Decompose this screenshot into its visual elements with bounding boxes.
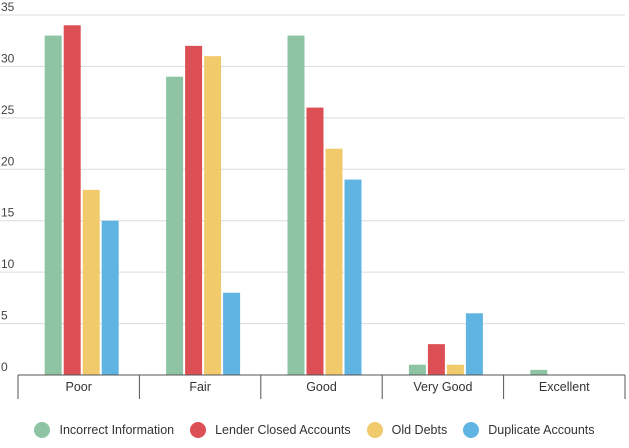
bar-poor-series-4	[101, 220, 119, 375]
x-tick-label: Good	[306, 380, 337, 394]
legend-swatch-icon	[34, 422, 51, 438]
bar-fair-series-2	[185, 45, 203, 375]
x-tick-label: Very Good	[413, 380, 472, 394]
bar-good-series-2	[306, 107, 324, 376]
legend-item[interactable]: Duplicate Accounts	[463, 422, 595, 438]
bar-poor-series-1	[44, 35, 62, 375]
legend-label: Duplicate Accounts	[488, 423, 595, 437]
bar-very-good-series-2	[427, 344, 445, 375]
bar-very-good-series-4	[465, 313, 483, 375]
legend-label: Old Debts	[391, 423, 448, 437]
legend-label: Lender Closed Accounts	[215, 423, 351, 437]
bar-poor-series-3	[82, 189, 100, 375]
bar-poor-series-2	[63, 25, 81, 376]
bars	[44, 25, 548, 376]
legend-swatch-icon	[463, 422, 480, 438]
bar-very-good-series-1	[408, 364, 426, 375]
bar-good-series-4	[344, 179, 362, 375]
legend: Incorrect Information Lender Closed Accou…	[0, 422, 629, 438]
bar-very-good-series-3	[446, 364, 464, 375]
y-tick-label: 20	[1, 154, 15, 168]
x-tick-label: Excellent	[539, 380, 590, 394]
y-tick-label: 0	[1, 360, 8, 374]
legend-label: Incorrect Information	[59, 423, 175, 437]
x-tick-label: Poor	[65, 380, 91, 394]
y-tick-label: 10	[1, 257, 15, 271]
y-tick-label: 30	[1, 51, 15, 65]
legend-item[interactable]: Lender Closed Accounts	[190, 422, 351, 438]
legend-swatch-icon	[190, 422, 207, 438]
bar-good-series-3	[325, 148, 343, 375]
y-tick-label: 15	[1, 206, 15, 220]
bar-fair-series-1	[166, 76, 184, 375]
y-tick-label: 5	[1, 309, 8, 323]
y-axis-tick-labels: 0 5 10 15 20 25 30 35	[1, 0, 15, 374]
bar-good-series-1	[287, 35, 305, 375]
x-axis: Poor Fair Good Very Good Excellent	[17, 374, 626, 399]
bar-fair-series-3	[204, 56, 222, 376]
y-tick-label: 25	[1, 103, 15, 117]
y-tick-label: 35	[1, 0, 15, 14]
legend-swatch-icon	[366, 422, 383, 438]
legend-item[interactable]: Old Debts	[366, 422, 448, 438]
bar-excellent-series-1	[530, 369, 548, 375]
legend-item[interactable]: Incorrect Information	[34, 422, 174, 438]
x-tick-label: Fair	[189, 380, 211, 394]
bar-fair-series-4	[223, 292, 241, 375]
